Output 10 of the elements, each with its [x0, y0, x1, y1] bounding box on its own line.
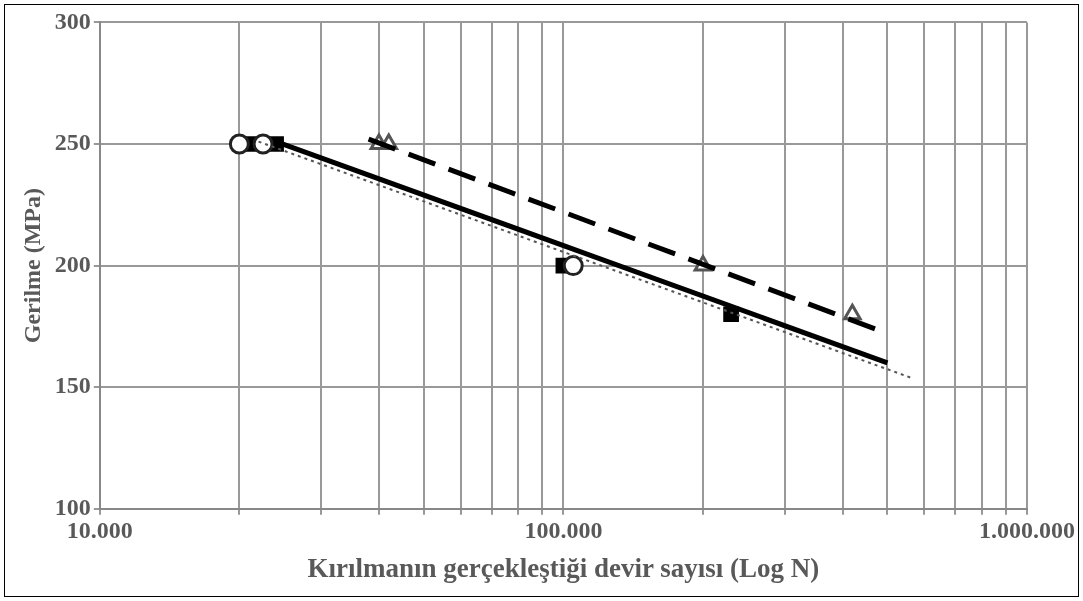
x-tick-label: 10.000 — [66, 517, 133, 544]
y-tick-label: 150 — [54, 372, 91, 399]
x-tick-label: 100.000 — [524, 517, 603, 544]
y-tick-label: 100 — [54, 494, 91, 520]
y-tick-label: 250 — [54, 129, 91, 156]
x-axis-title: Kırılmanın gerçekleştiği devir sayısı (Log N) — [307, 552, 820, 583]
x-tick-label: 1.000.000 — [979, 517, 1075, 544]
y-axis-title: Gerilme (MPa) — [18, 187, 45, 344]
y-tick-label: 200 — [54, 250, 91, 277]
y-tick-label: 300 — [54, 7, 91, 34]
